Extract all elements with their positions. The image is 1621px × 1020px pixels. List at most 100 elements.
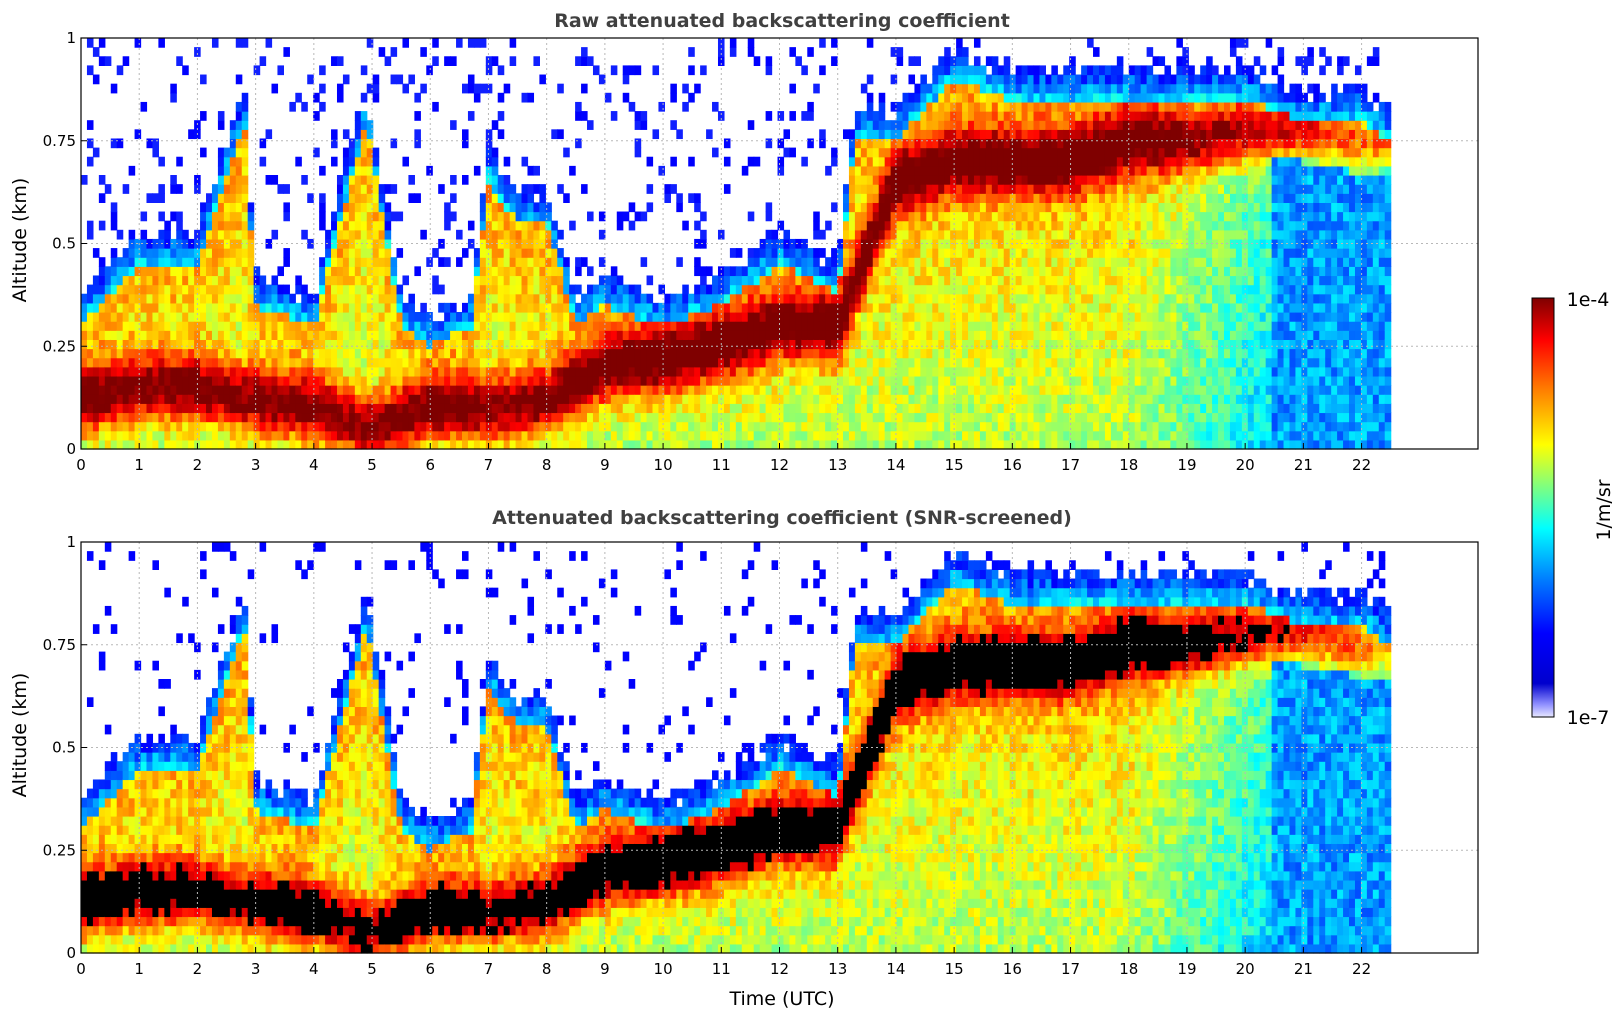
heatmap-cell [152,284,159,295]
heatmap-cell [819,430,826,441]
heatmap-cell [854,330,862,340]
heatmap-cell [128,439,136,450]
heatmap-cell [807,330,814,340]
heatmap-cell [217,165,225,176]
heatmap-cell [717,38,725,48]
heatmap-cell [1057,147,1064,158]
heatmap-cell [1051,156,1058,167]
heatmap-cell [557,248,564,258]
heatmap-cell [1015,266,1023,277]
heatmap-cell [1087,375,1094,386]
heatmap-cell [878,211,886,222]
heatmap-cell [217,366,225,377]
heatmap-cell [229,220,237,231]
heatmap-cell [968,339,975,350]
heatmap-cell [1039,421,1046,432]
heatmap-cell [592,65,600,76]
heatmap-cell [908,220,916,231]
heatmap-cell [485,275,493,286]
heatmap-cell [1063,321,1070,331]
heatmap-cell [485,147,493,158]
heatmap-cell [360,156,368,167]
heatmap-cell [610,302,618,313]
heatmap-cell [414,421,421,432]
heatmap-cell [271,403,279,414]
heatmap-cell [366,238,374,249]
heatmap-cell [348,293,356,304]
heatmap-cell [914,312,921,322]
heatmap-cell [527,293,535,304]
heatmap-cell [968,92,975,103]
heatmap-cell [950,375,957,386]
heatmap-cell [462,330,469,340]
heatmap-cell [1033,184,1041,194]
heatmap-cell [336,357,344,368]
heatmap-cell [104,312,112,322]
heatmap-cell [610,439,618,450]
heatmap-cell [908,193,916,203]
heatmap-cell [104,430,112,441]
heatmap-cell [729,312,737,322]
heatmap-cell [973,220,981,231]
heatmap-cell [223,394,231,404]
heatmap-cell [473,412,481,423]
heatmap-cell [354,375,362,386]
heatmap-cell [694,193,701,203]
heatmap-cell [932,156,939,167]
heatmap-cell [747,421,755,432]
heatmap-cell [86,229,94,240]
heatmap-cell [991,193,999,203]
heatmap-cell [1015,284,1023,295]
heatmap-cell [336,321,344,331]
heatmap-cell [384,339,392,350]
heatmap-cell [509,439,517,450]
heatmap-cell [533,202,540,213]
heatmap-cell [908,74,916,85]
heatmap-cell [331,385,338,395]
heatmap-cell [843,375,850,386]
heatmap-cell [944,175,951,185]
heatmap-cell [694,83,701,94]
heatmap-cell [527,220,535,231]
heatmap-cell [432,439,439,450]
heatmap-cell [182,321,189,331]
heatmap-cell [807,257,814,267]
heatmap-cell [860,111,868,121]
heatmap-cell [991,138,999,149]
heatmap-cell [331,129,338,140]
heatmap-cell [581,412,588,423]
heatmap-cell [795,439,802,450]
heatmap-cell [848,302,856,313]
heatmap-cell [98,357,106,368]
heatmap-cell [1015,421,1023,432]
heatmap-cell [813,339,820,350]
heatmap-cell [319,412,326,423]
heatmap-cell [729,284,737,295]
heatmap-cell [831,56,838,66]
heatmap-cell [229,394,237,404]
heatmap-cell [944,266,951,277]
heatmap-cell [176,220,183,231]
heatmap-cell [581,357,588,368]
heatmap-cell [146,266,154,277]
heatmap-cell [968,101,975,112]
heatmap-cell [170,175,177,185]
heatmap-cell [950,412,957,423]
heatmap-cell [735,330,743,340]
heatmap-cell [366,403,374,414]
heatmap-cell [914,412,921,423]
heatmap-cell [462,412,469,423]
heatmap-cell [1057,220,1064,231]
heatmap-cell [479,193,487,203]
heatmap-cell [450,348,457,359]
heatmap-cell [462,403,469,414]
heatmap-cell [938,129,945,140]
heatmap-cell [569,394,576,404]
heatmap-cell [938,156,945,167]
heatmap-cell [450,430,457,441]
heatmap-cell [325,439,332,450]
heatmap-cell [569,284,576,295]
heatmap-cell [979,302,987,313]
heatmap-cell [503,339,511,350]
heatmap-cell [265,312,273,322]
